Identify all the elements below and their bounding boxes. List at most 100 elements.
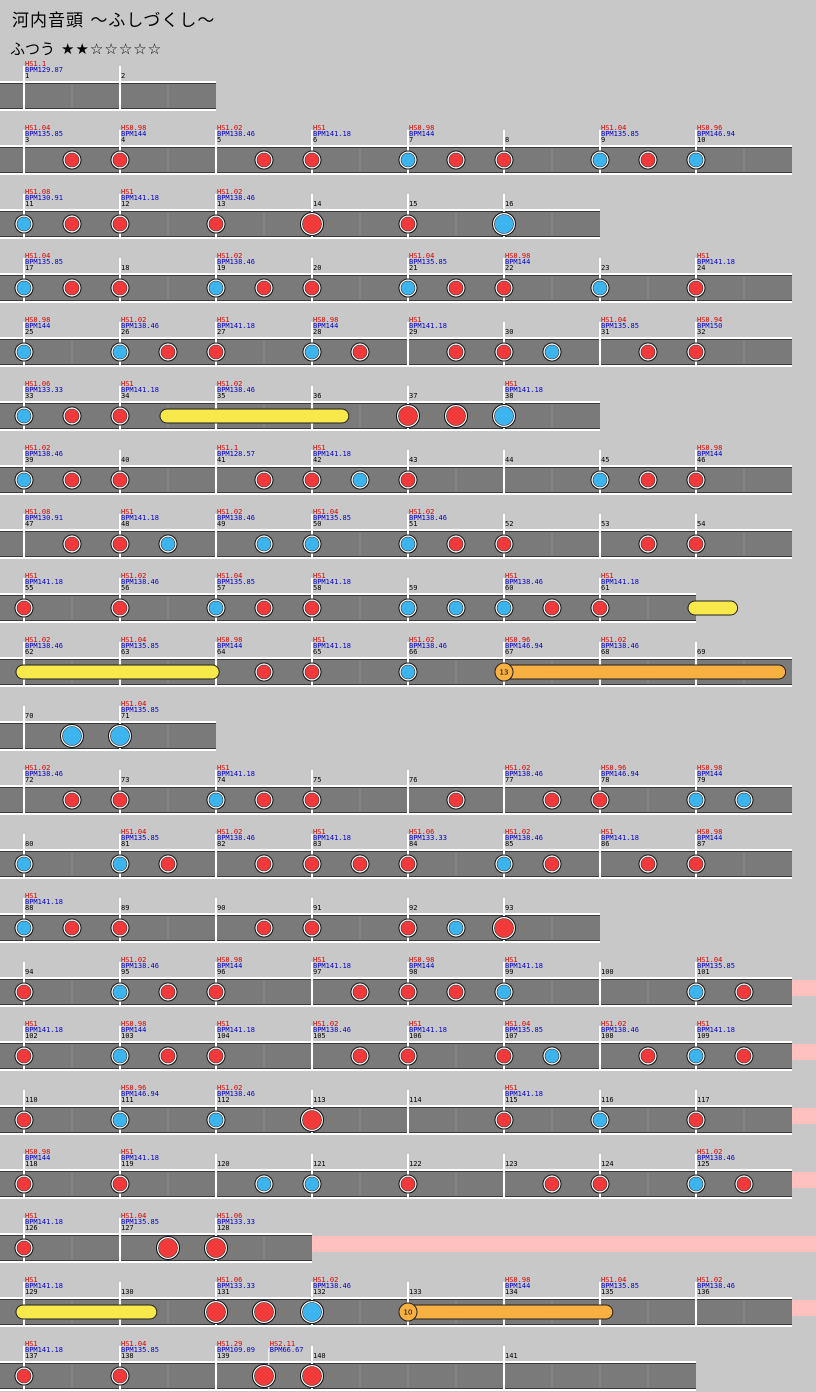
hs-label: HS1	[505, 956, 518, 964]
measure-number: 13	[217, 200, 225, 208]
note-face	[736, 984, 752, 1000]
measure-number: 97	[313, 968, 321, 976]
note-face	[112, 536, 128, 552]
note-face	[112, 472, 128, 488]
bpm-label: BPM138.46	[217, 258, 255, 266]
measure-number: 103	[121, 1032, 134, 1040]
measure-number: 128	[217, 1224, 230, 1232]
lane-bottom-edge	[0, 1388, 696, 1389]
note-face	[352, 344, 368, 360]
note-face	[112, 152, 128, 168]
hs-label: HS1.06	[25, 380, 50, 388]
measure-number: 78	[601, 776, 609, 784]
note-face	[112, 984, 128, 1000]
bpm-label: BPM141.18	[313, 834, 351, 842]
note-face	[304, 600, 320, 616]
bpm-label: BPM138.46	[217, 834, 255, 842]
difficulty-line: ふつう ★★☆☆☆☆☆	[10, 38, 162, 59]
measure-number: 115	[505, 1096, 518, 1104]
note-face	[112, 600, 128, 616]
measure-number: 34	[121, 392, 129, 400]
lane-bottom-line	[0, 813, 792, 815]
note-face	[208, 280, 224, 296]
measure-number: 109	[697, 1032, 710, 1040]
bpm-label: BPM130.91	[25, 194, 63, 202]
measure-number: 108	[601, 1032, 614, 1040]
measure-row: HS1.04BPM135.853HS0.98BPM1444HS1.02BPM13…	[0, 124, 792, 175]
measure-number: 141	[505, 1352, 518, 1360]
lane	[0, 276, 792, 300]
measure-number: 50	[313, 520, 321, 528]
measure-number: 2	[121, 72, 125, 80]
lane-bottom-line	[0, 877, 792, 879]
measure-number: 77	[505, 776, 513, 784]
measure-number: 113	[313, 1096, 326, 1104]
measure-number: 3	[25, 136, 29, 144]
hs-label: HS1	[217, 1020, 230, 1028]
hs-label: HS0.98	[121, 124, 146, 132]
measure-number: 9	[601, 136, 605, 144]
lane-top-line	[0, 337, 792, 339]
measure-number: 140	[313, 1352, 326, 1360]
bpm-label: BPM135.85	[25, 130, 63, 138]
measure-number: 36	[313, 392, 321, 400]
lane-bottom-line	[0, 365, 792, 367]
note-face	[112, 1368, 128, 1384]
note-face	[736, 792, 752, 808]
hs-label: HS1.02	[217, 380, 242, 388]
measure-number: 136	[697, 1288, 710, 1296]
measure-number: 84	[409, 840, 417, 848]
note-face	[496, 280, 512, 296]
note-face	[544, 600, 560, 616]
measure-number: 123	[505, 1160, 518, 1168]
hs-label: HS1.02	[217, 124, 242, 132]
note-face	[448, 344, 464, 360]
hs-label: HS1.06	[217, 1212, 242, 1220]
note-face	[448, 984, 464, 1000]
lane-top-edge	[0, 1363, 696, 1364]
lane-bottom-line	[0, 1197, 792, 1199]
note-face	[304, 536, 320, 552]
lane-top-line	[0, 657, 792, 659]
note-face	[112, 1112, 128, 1128]
bpm-label: BPM138.46	[217, 194, 255, 202]
hs-label: HS1	[217, 316, 230, 324]
note-face	[256, 792, 272, 808]
lane-top-line	[0, 145, 792, 147]
note-face	[256, 536, 272, 552]
bpm-label: BPM138.46	[217, 1090, 255, 1098]
bpm-label: BPM138.46	[409, 514, 447, 522]
hs-label: HS1	[697, 1020, 710, 1028]
bpm-label: BPM141.18	[25, 1346, 63, 1354]
hs-label: HS1.04	[121, 700, 146, 708]
lane-bottom-edge	[0, 492, 792, 493]
hs-label: HS1	[217, 764, 230, 772]
lane-bottom-edge	[0, 108, 216, 109]
measure-number: 54	[697, 520, 705, 528]
hs-label: HS1.02	[409, 508, 434, 516]
hs-label: HS1.29	[217, 1340, 242, 1348]
bpm-label: BPM141.18	[505, 386, 543, 394]
note-face	[352, 856, 368, 872]
measure-number: 63	[121, 648, 129, 656]
lane	[0, 148, 792, 172]
bpm-label: BPM141.18	[25, 898, 63, 906]
note-face	[302, 1366, 322, 1386]
hs-label: HS1.02	[601, 1020, 626, 1028]
note-face	[400, 280, 416, 296]
lane-bottom-line	[0, 429, 600, 431]
note-face	[494, 214, 514, 234]
note-face	[16, 280, 32, 296]
measure-number: 21	[409, 264, 417, 272]
bpm-label: BPM138.46	[601, 1026, 639, 1034]
bpm-label: BPM130.91	[25, 514, 63, 522]
note-face	[158, 1238, 178, 1258]
bpm-label: BPM135.85	[601, 1282, 639, 1290]
note-face	[254, 1302, 274, 1322]
measure-number: 79	[697, 776, 705, 784]
measure-number: 1	[25, 72, 29, 80]
note-face	[400, 216, 416, 232]
bpm-label: BPM141.18	[25, 1218, 63, 1226]
